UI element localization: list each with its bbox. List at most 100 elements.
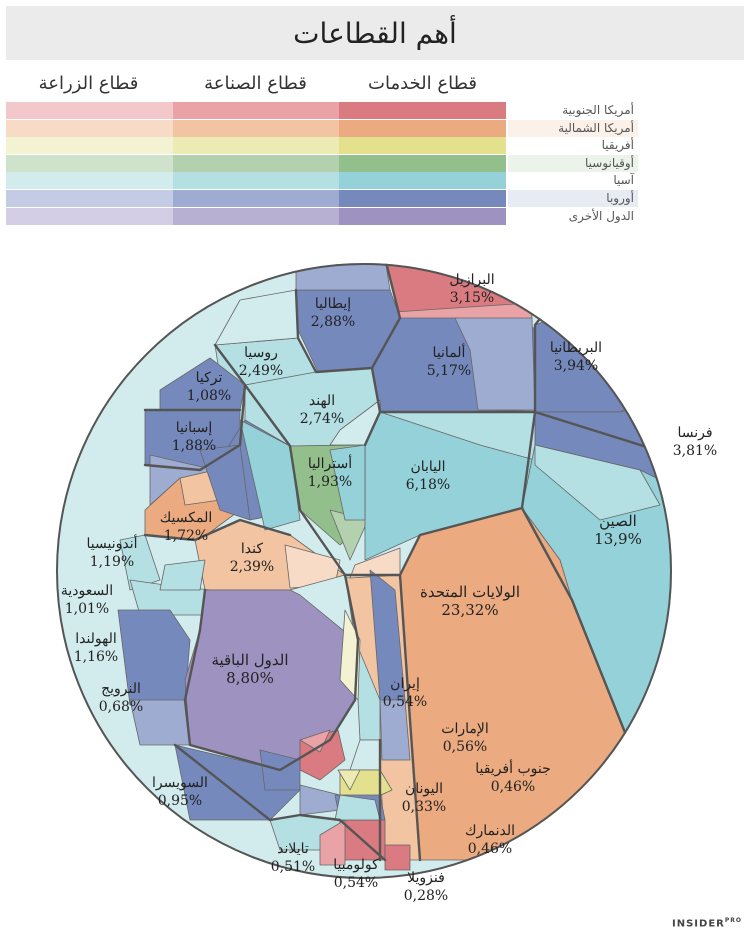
cell-russia-services	[214, 337, 317, 396]
legend-swatch	[172, 172, 340, 190]
country-value-label: 2,74%	[300, 411, 344, 427]
legend-swatch	[172, 154, 340, 172]
cell-colombia-industry	[319, 819, 346, 866]
cell-misc-europe-6	[259, 749, 301, 791]
legend-swatch	[172, 190, 340, 207]
country-name-label: فنزويلا	[407, 870, 445, 886]
cell-misc-europe-3	[199, 444, 251, 521]
country-name-label: السعودية	[61, 583, 113, 599]
cell-misc-asia-5	[329, 444, 366, 521]
brand-name: INSIDER	[672, 918, 725, 929]
cell-rest-services	[184, 589, 359, 771]
country-value-label: 1,01%	[65, 601, 109, 617]
country-labels: البرازيل 3,15% إيطاليا 2,88% روسيا 2,49% ألمان…	[61, 272, 717, 904]
country-name-label: أندونيسيا	[87, 533, 138, 552]
country-name-label: جنوب أفريقيا	[475, 758, 551, 777]
cell-spain-services	[144, 409, 241, 471]
legend-swatch	[6, 172, 173, 190]
country-value-label: 1,16%	[74, 649, 118, 665]
cell-red-small-1	[299, 729, 346, 781]
group-border	[288, 444, 347, 577]
cell-brazil-industry	[394, 302, 533, 331]
country-value-label: 3,81%	[673, 443, 717, 459]
group-border	[363, 410, 382, 447]
cell-brazil-agri	[519, 263, 561, 307]
legend-swatch	[339, 102, 507, 119]
country-value-label: 0,54%	[334, 875, 378, 891]
cell-misc-europe-1	[149, 454, 216, 506]
legend-label-asia: آسيا	[508, 172, 638, 190]
country-name-label: تركيا	[196, 370, 223, 386]
cell-brazil-services	[384, 263, 556, 319]
legend-swatch	[172, 207, 340, 225]
legend-swatch	[339, 207, 507, 225]
country-name-label: أستراليا	[308, 453, 352, 472]
cell-misc-europe-2	[219, 419, 301, 521]
country-name-label: الدول الباقية	[211, 651, 288, 669]
country-value-label: 1,19%	[90, 554, 134, 570]
country-value-label: 0,51%	[271, 859, 315, 875]
legend-label-europe: أوروبا	[508, 190, 638, 207]
cell-france-services	[534, 394, 672, 511]
cell-misc-africa-1	[339, 609, 361, 701]
country-name-label: روسيا	[244, 345, 278, 361]
legend-swatch	[339, 190, 507, 207]
legend-label-others: الدول الأخرى	[508, 207, 638, 225]
cell-italy-services	[295, 289, 401, 373]
country-name-label: الهند	[309, 393, 335, 409]
cell-japan-industry	[379, 411, 536, 461]
country-name-label: إيران	[390, 676, 420, 692]
country-value-label: 0,56%	[443, 739, 487, 755]
legend-swatch	[172, 137, 340, 155]
group-border	[213, 343, 292, 448]
page-title: أهم القطاعات	[293, 16, 457, 50]
country-value-label: 23,32%	[441, 601, 498, 619]
legend-swatch	[6, 207, 173, 225]
cell-russia-agri	[214, 289, 299, 346]
legend-label-south-america: أمريكا الجنوبية	[508, 102, 638, 119]
cell-mexico-services	[144, 469, 241, 541]
country-name-label: البرازيل	[449, 272, 494, 288]
cell-misc-asia-1	[239, 419, 301, 531]
group-border	[370, 298, 557, 414]
legend-row-africa	[6, 137, 507, 155]
group-border	[503, 506, 642, 862]
chart-outline	[56, 263, 672, 879]
brand-sup: PRO	[724, 916, 742, 924]
cell-misc-asia-2	[159, 559, 206, 591]
cell-misc-europe-5	[379, 699, 411, 761]
country-value-label: 8,80%	[226, 669, 274, 687]
country-name-label: اليونان	[405, 781, 443, 797]
cell-australia-industry	[329, 509, 369, 561]
legend-row-europe	[6, 190, 507, 207]
legend-label-north-america: أمريكا الشمالية	[508, 119, 638, 137]
legend-swatch	[6, 154, 173, 172]
cell-china-services	[521, 444, 672, 781]
country-value-label: 1,72%	[164, 528, 208, 544]
country-value-label: 3,15%	[450, 290, 494, 306]
cell-mexico-industry	[179, 469, 221, 506]
cell-denmark-services	[334, 794, 386, 821]
cell-usa-services	[399, 507, 641, 861]
country-value-label: 0,28%	[404, 888, 448, 904]
cell-safrica-services	[339, 769, 393, 801]
country-value-label: 0,54%	[383, 694, 427, 710]
legend-row-others	[6, 207, 507, 225]
group-border	[294, 263, 402, 374]
cell-safrica-industry	[337, 769, 361, 791]
country-name-label: كولومبيا	[333, 857, 379, 873]
legend-label-africa: أفريقيا	[508, 137, 638, 155]
cell-misc-asia-3	[289, 574, 356, 641]
country-value-label: 1,88%	[172, 438, 216, 454]
country-value-label: 0,95%	[158, 793, 202, 809]
country-name-label: اليابان	[410, 459, 445, 475]
group-border	[533, 410, 672, 472]
cell-greece-services	[299, 784, 341, 816]
cell-colombia-services	[339, 819, 386, 861]
country-value-label: 0,33%	[402, 799, 446, 815]
country-value-label: 5,17%	[427, 363, 471, 379]
cell-australia-services	[289, 444, 369, 546]
country-name-label: الهولندا	[75, 631, 117, 647]
legend-swatch	[6, 137, 173, 155]
group-border	[520, 410, 537, 510]
